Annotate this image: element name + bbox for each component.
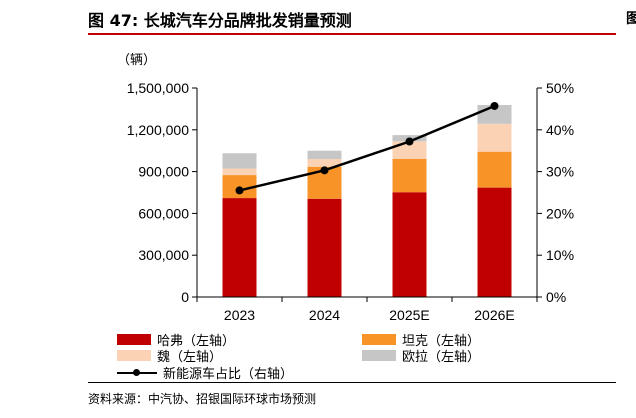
bar-wey-2023 <box>222 168 257 176</box>
legend-item-ora: 欧拉（左轴） <box>362 347 481 365</box>
legend-item-nev-share: 新能源车占比（右轴） <box>117 364 294 382</box>
bar-tank-2025E <box>392 158 427 193</box>
nev-share-point-2026E <box>490 101 499 110</box>
right-tick-label: 0% <box>546 289 566 305</box>
stacked-bar-line-chart: 0 300,000 600,000 900,000 1,200,000 1,500,000… <box>127 80 574 323</box>
next-figure-title-fragment: 图 <box>626 11 636 27</box>
legend-line-marker <box>117 366 157 379</box>
x-tick-label: 2026E <box>474 307 514 323</box>
legend-swatch-tank <box>362 333 396 345</box>
nev-share-line <box>239 104 495 192</box>
x-tick-label: 2025E <box>389 307 429 323</box>
legend-label-ora: 欧拉（左轴） <box>402 349 481 365</box>
bar-haval-2024 <box>307 198 342 297</box>
left-tick-label: 900,000 <box>138 164 189 180</box>
legend-label-tank: 坦克（左轴） <box>402 333 481 349</box>
left-axis-unit-label: （辆） <box>117 53 157 68</box>
bar-wey-2024 <box>307 159 342 167</box>
left-tick-label: 1,200,000 <box>127 122 189 138</box>
legend-label-haval: 哈弗（左轴） <box>157 333 236 349</box>
legend-label-wey: 魏（左轴） <box>157 349 223 365</box>
legend-label-nev-share: 新能源车占比（右轴） <box>163 366 294 382</box>
source-note: 资料来源：中汽协、招银国际环球市场预测 <box>88 392 317 406</box>
right-tick-label: 30% <box>546 164 574 180</box>
bar-wey-2025E <box>392 141 427 159</box>
right-tick-label: 10% <box>546 247 574 263</box>
legend-swatch-wey <box>117 349 151 361</box>
bar-tank-2026E <box>477 151 512 188</box>
nev-share-point-2023 <box>235 186 244 195</box>
nev-share-line-layer <box>235 101 499 195</box>
bar-ora-2023 <box>222 153 257 169</box>
bar-haval-2026E <box>477 187 512 297</box>
title-rule <box>88 33 616 35</box>
bar-haval-2023 <box>222 198 257 297</box>
bar-ora-2024 <box>307 150 342 160</box>
legend-item-haval: 哈弗（左轴） <box>117 331 236 349</box>
right-tick-label: 40% <box>546 122 574 138</box>
left-tick-label: 1,500,000 <box>127 80 189 96</box>
legend-swatch-ora <box>362 349 396 361</box>
bottom-rule <box>88 382 616 383</box>
nev-share-point-2024 <box>320 166 329 175</box>
left-tick-label: 0 <box>181 289 189 305</box>
right-tick-label: 20% <box>546 205 574 221</box>
legend-swatch-haval <box>117 333 151 345</box>
legend-item-wey: 魏（左轴） <box>117 347 223 365</box>
left-tick-label: 600,000 <box>138 205 189 221</box>
bar-wey-2026E <box>477 123 512 152</box>
left-tick-label: 300,000 <box>138 247 189 263</box>
figure-title: 图 47: 长城汽车分品牌批发销量预测 <box>88 11 352 30</box>
nev-share-point-2025E <box>405 137 414 146</box>
x-tick-label: 2024 <box>309 307 340 323</box>
x-tick-label: 2023 <box>224 307 255 323</box>
axes-layer: 0 300,000 600,000 900,000 1,200,000 1,500,000… <box>127 80 574 323</box>
right-tick-label: 50% <box>546 80 574 96</box>
legend-item-tank: 坦克（左轴） <box>362 331 481 349</box>
bars-layer <box>222 104 512 297</box>
bar-haval-2025E <box>392 192 427 297</box>
